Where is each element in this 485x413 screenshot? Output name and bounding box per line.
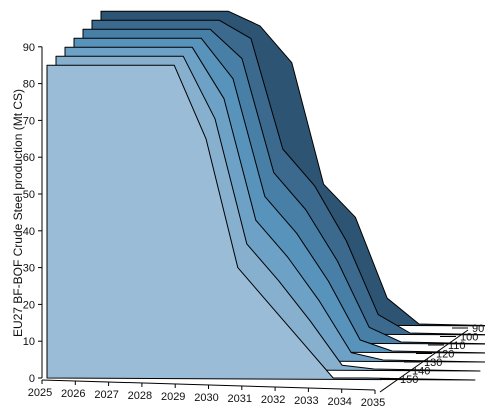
y-tick-label: 90 [23,42,35,54]
x-tick-label: 2025 [28,387,52,399]
y-tick-label: 30 [23,263,35,275]
y-tick-label: 20 [23,299,35,311]
depth-tick-label: 110 [448,340,466,352]
x-tick-label: 2035 [361,397,385,408]
y-tick-label: 0 [29,373,35,385]
series-layers [46,10,485,381]
depth-tick-label: 130 [424,357,442,369]
depth-tick-label: 90 [472,323,484,335]
x-tick-label: 2034 [327,396,351,408]
y-tick-label: 70 [23,115,35,127]
x-tick-label: 2032 [261,394,285,406]
x-tick-label: 2033 [294,395,318,407]
depth-tick-label: 120 [436,349,454,361]
depth-tick-label: 150 [400,374,418,386]
depth-tick-label: 100 [460,332,478,344]
depth-tick-label: 140 [412,366,430,378]
series-area-0 [46,64,476,381]
y-axis-label: EU27 BF-BOF Crude Steel production (Mt C… [11,89,25,337]
x-tick-label: 2027 [94,389,118,401]
y-tick-label: 10 [23,336,35,348]
y-tick-label: 50 [23,189,35,201]
x-tick-label: 2029 [161,391,185,403]
x-tick-label: 2031 [228,393,252,405]
y-tick-label: 40 [23,226,35,238]
x-tick-label: 2030 [194,392,218,404]
x-tick-label: 2028 [128,390,152,402]
y-tick-label: 60 [23,152,35,164]
depth-axis-line [379,329,469,393]
x-tick-label: 2026 [61,388,85,400]
y-tick-label: 80 [23,79,35,91]
